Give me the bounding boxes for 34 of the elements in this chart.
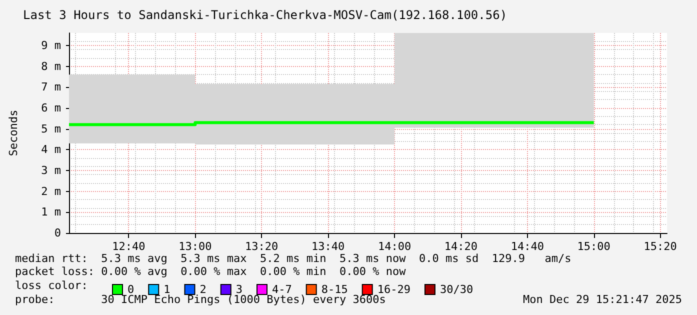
y-tick-label: 1 m [41,206,62,219]
legend-label: 1 [164,283,170,296]
x-tick-label: 14:40 [510,240,544,253]
x-tick-label: 15:20 [644,240,677,253]
text: median rtt: 5.3 ms avg 5.3 ms max 5.2 ms min 5.3 ms now 0.0 ms sd 129.9 am/s [15,252,572,265]
y-tick-label: 7 m [41,80,62,94]
text: probe: 30 ICMP Echo Pings (1000 Bytes) every 3600s [15,293,386,306]
x-tick-label: 12:40 [112,240,146,253]
legend-label: 4-7 [272,283,292,296]
y-tick-label: 6 m [41,102,62,114]
y-tick-label: 0 [54,226,61,240]
legend-label: 2 [200,283,206,296]
legend-label: 30/30 [440,283,474,296]
legend-label: 8-15 [321,283,348,296]
legend-title: loss color: [15,279,88,292]
x-tick-label: 13:00 [178,240,212,253]
y-axis-title: Seconds [7,110,20,156]
x-tick-label: 15:00 [577,240,610,253]
y-tick-label: 4 m [41,143,62,156]
chart-title: Last 3 Hours to Sandanski-Turichka-Cherkva-MOSV-Cam(192.168.100.56) [23,8,508,22]
x-tick-label: 13:40 [312,240,345,253]
legend-label: 0 [128,283,134,296]
y-tick-label: 8 m [41,60,62,73]
text: Mon Dec 29 15:21:47 2025 [523,293,682,306]
y-tick-label: 3 m [41,164,62,177]
x-tick-label: 13:20 [245,240,278,253]
y-tick-label: 2 m [41,184,62,198]
x-tick-label: 14:00 [378,240,412,253]
legend-label: 16-29 [377,283,410,296]
legend-label: 3 [236,283,242,296]
text: packet loss: 0.00 % avg 0.00 % max 0.00 % min 0.00 % now [15,265,406,278]
x-tick-label: 14:20 [444,240,478,253]
y-tick-label: 5 m [41,122,62,136]
y-tick-label: 9 m [41,39,62,52]
